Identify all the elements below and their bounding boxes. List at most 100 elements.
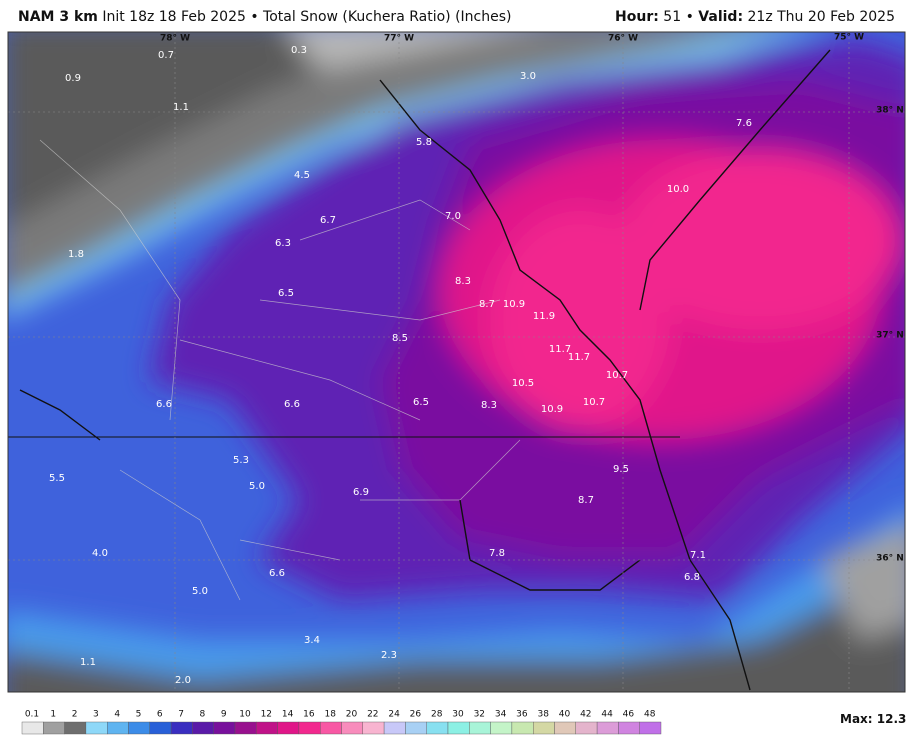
max-label: Max: 12.3 [840, 712, 906, 726]
colorbar-label: 22 [367, 710, 378, 720]
colorbar-label: 3 [93, 710, 99, 720]
point-value: 1.8 [68, 249, 84, 260]
point-value: 8.7 [479, 299, 495, 310]
axis-label: 38° N [876, 106, 904, 116]
colorbar-swatch [106, 721, 129, 735]
colorbar-label: 32 [474, 710, 485, 720]
colorbar-swatch [383, 721, 406, 735]
hour-label: Hour [615, 9, 654, 25]
colorbar-swatch [511, 721, 534, 735]
point-value: 10.9 [503, 299, 525, 310]
colorbar-label: 26 [410, 710, 422, 720]
point-value: 11.7 [568, 352, 590, 363]
point-value: 3.0 [520, 71, 536, 82]
colorbar-swatch [128, 721, 150, 735]
header-left: NAM 3 km Init 18z 18 Feb 2025 • Total Sn… [18, 9, 511, 25]
colorbar-swatch [234, 721, 257, 735]
point-value: 5.0 [192, 586, 208, 597]
hour: 51 [663, 9, 682, 25]
colorbar-swatch [447, 721, 470, 735]
point-value: 1.1 [80, 657, 96, 668]
point-value: 7.6 [736, 118, 752, 129]
colorbar-swatch [192, 721, 214, 735]
colorbar-label: 34 [495, 710, 507, 720]
colorbar-swatch [639, 721, 662, 735]
colorbar-swatch [85, 721, 108, 735]
point-value: 8.3 [481, 400, 497, 411]
point-value: 6.6 [156, 399, 172, 410]
point-value: 9.5 [613, 464, 629, 475]
colorbar-label: 16 [303, 710, 315, 720]
graticule [8, 32, 905, 692]
colorbar-label: 8 [200, 710, 206, 720]
colorbar-label: 36 [516, 710, 528, 720]
colorbar-swatch [596, 721, 619, 735]
colorbar-label: 46 [623, 710, 635, 720]
axis-label: 36° N [876, 554, 904, 564]
colorbar-swatch [469, 721, 491, 735]
colorbar-swatch [405, 721, 427, 735]
map-frame [7, 31, 906, 693]
point-value: 11.9 [533, 311, 555, 322]
point-value: 11.7 [549, 344, 571, 355]
colorbar-swatch [554, 721, 576, 735]
point-value: 6.7 [320, 215, 336, 226]
point-value: 7.0 [445, 211, 461, 222]
colorbar-swatch [298, 721, 321, 735]
point-value: 2.3 [381, 650, 397, 661]
point-value: 5.3 [233, 455, 249, 466]
colorbar-swatch [426, 721, 449, 735]
colorbar-label: 2 [72, 710, 78, 720]
point-value: 2.0 [175, 675, 191, 686]
point-value: 7.1 [690, 550, 706, 561]
colorbar-label: 12 [261, 710, 272, 720]
axis-label: 77° W [384, 34, 414, 44]
colorbar-label: 20 [346, 710, 358, 720]
point-value: 6.5 [413, 397, 429, 408]
point-value: 6.3 [275, 238, 291, 249]
axis-labels: 78° W 77° W 76° W 75° W 38° N 37° N 36° N [160, 33, 904, 564]
colorbar-label: 14 [282, 710, 294, 720]
snow-field: © 2025 WeatherBELL Analytics, LLC. All r… [8, 32, 905, 692]
colorbar-label: 30 [452, 710, 464, 720]
point-value: 6.6 [284, 399, 300, 410]
colorbar-swatch [277, 721, 300, 735]
point-value: 1.1 [173, 102, 189, 113]
colorbar-swatch [490, 721, 513, 735]
point-value: 6.8 [684, 572, 700, 583]
colorbar-swatch [320, 721, 342, 735]
colorbar-label: 18 [324, 710, 336, 720]
point-value: 10.5 [512, 378, 534, 389]
colorbar-swatch [43, 721, 65, 735]
colorbar-label: 5 [136, 710, 142, 720]
colorbar-label: 1 [50, 710, 56, 720]
point-value: 0.9 [65, 73, 81, 84]
axis-label: 37° N [876, 331, 904, 341]
colorbar-swatch [362, 721, 385, 735]
point-value: 3.4 [304, 635, 320, 646]
max-value: 12.3 [877, 712, 907, 726]
point-labels: 0.7 0.3 0.9 1.1 3.0 7.6 5.8 4.5 10.0 7.0 6.7 6.3 1.8… [49, 45, 752, 686]
colorbar-swatch [149, 721, 172, 735]
colorbar-label: 42 [580, 710, 591, 720]
colorbar-label: 28 [431, 710, 443, 720]
colorbar-label: 7 [178, 710, 184, 720]
point-value: 6.6 [269, 568, 285, 579]
point-value: 8.5 [392, 333, 408, 344]
colorbar-swatch [341, 721, 363, 735]
point-value: 0.3 [291, 45, 307, 56]
valid: 21z Thu 20 Feb 2025 [747, 9, 896, 25]
colorbar-swatch [64, 721, 87, 735]
colorbar-swatch [256, 721, 278, 735]
colorbar-label: 48 [644, 710, 656, 720]
colorbar: 0.1 1 2 3 4 5 6 7 8 9 10 12 14 16 18 20 22 24 26 28 30 32 34 36… [21, 710, 662, 735]
point-value: 8.7 [578, 495, 594, 506]
point-value: 10.7 [606, 370, 628, 381]
point-value: 6.5 [278, 288, 294, 299]
point-value: 10.0 [667, 184, 689, 195]
point-value: 4.0 [92, 548, 108, 559]
colorbar-swatch [170, 721, 193, 735]
colorbar-label: 40 [559, 710, 571, 720]
colorbar-swatch [618, 721, 640, 735]
